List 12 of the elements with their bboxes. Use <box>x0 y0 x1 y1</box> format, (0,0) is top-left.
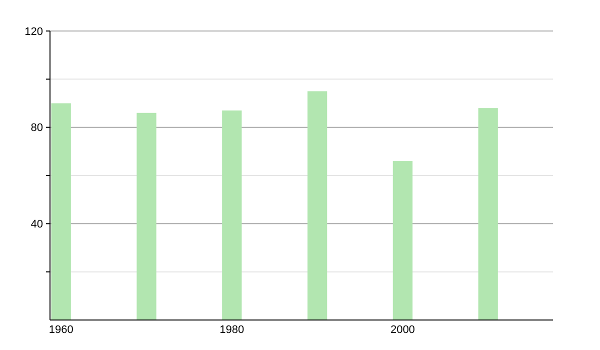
bar <box>307 91 328 320</box>
x-tick-label: 2000 <box>390 324 415 336</box>
y-tick-label: 80 <box>30 122 43 134</box>
bar <box>392 161 413 320</box>
bar <box>136 112 156 320</box>
x-tick-label: 1980 <box>220 324 244 336</box>
y-tick-label: 40 <box>30 218 43 231</box>
x-tick-label: 1960 <box>48 324 74 336</box>
bar <box>222 110 242 320</box>
bar <box>51 103 71 320</box>
y-tick-label: 120 <box>24 26 43 38</box>
bar <box>478 108 498 320</box>
